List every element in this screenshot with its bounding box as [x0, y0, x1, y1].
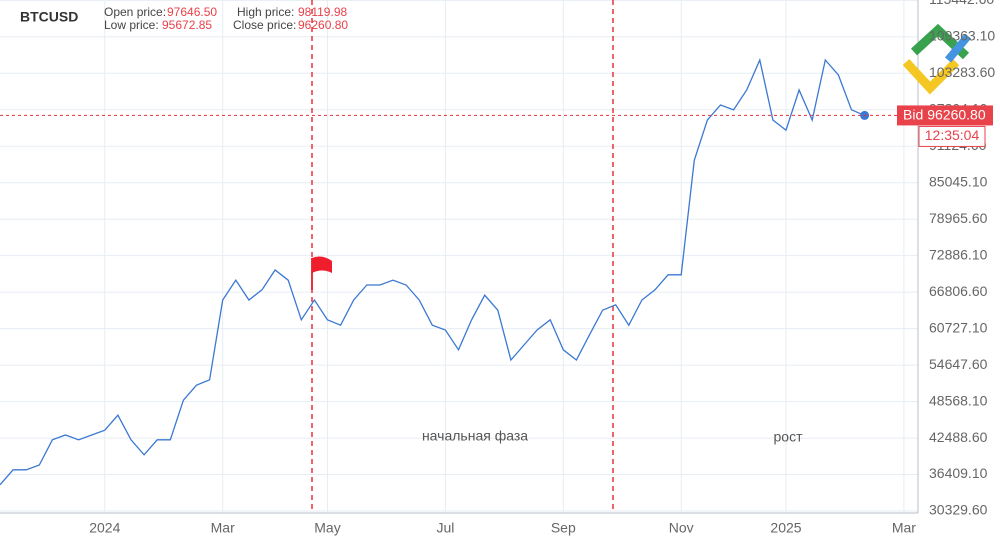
y-tick-label: 60727.10 [929, 319, 988, 335]
y-tick-label: 72886.10 [929, 246, 988, 262]
info-value: 97646.50 [167, 5, 217, 19]
x-tick-label: Nov [669, 520, 694, 536]
x-tick-label: May [314, 520, 340, 536]
bid-box [897, 105, 993, 126]
bid-time: 12:35:04 [925, 127, 980, 143]
info-value: 96260.80 [298, 18, 348, 32]
symbol-title: BTCUSD [20, 9, 78, 25]
bid-label: Bid 96260.80 [903, 106, 986, 122]
bid-price: 96260.80 [927, 106, 986, 122]
y-tick-label: 115442.60 [929, 0, 994, 7]
y-tick-label: 85045.10 [929, 173, 988, 189]
annotation: начальная фаза [422, 428, 528, 444]
info-value: 98119.98 [298, 5, 347, 19]
price-line [0, 57, 865, 486]
x-tick-label: 2024 [89, 520, 120, 536]
info-label: Open price: [104, 5, 166, 19]
y-tick-label: 42488.60 [929, 429, 988, 445]
y-tick-label: 54647.60 [929, 356, 988, 372]
bid-text: Bid [903, 106, 923, 122]
y-tick-label: 48568.10 [929, 392, 988, 408]
y-tick-label: 78965.60 [929, 210, 988, 226]
time-box [918, 125, 986, 147]
y-tick-label: 36409.10 [929, 465, 988, 481]
annotation: рост [774, 429, 804, 445]
y-tick-label: 66806.60 [929, 283, 988, 299]
x-tick-label: Sep [551, 520, 576, 536]
y-tick-label: 103283.60 [929, 64, 995, 80]
x-tick-label: Mar [211, 520, 235, 536]
y-tick-label: 109363.10 [929, 28, 995, 44]
x-tick-label: Jul [436, 520, 454, 536]
flag-icon [311, 256, 332, 290]
y-tick-label: 30329.60 [929, 502, 988, 518]
info-label: Low price: [104, 18, 159, 32]
x-tick-label: 2025 [770, 520, 801, 536]
info-label: High price: [237, 5, 294, 19]
info-label: Close price: [233, 18, 296, 32]
x-tick-label: Mar [892, 520, 916, 536]
brand-logo [902, 23, 972, 95]
info-value: 95672.85 [162, 18, 212, 32]
